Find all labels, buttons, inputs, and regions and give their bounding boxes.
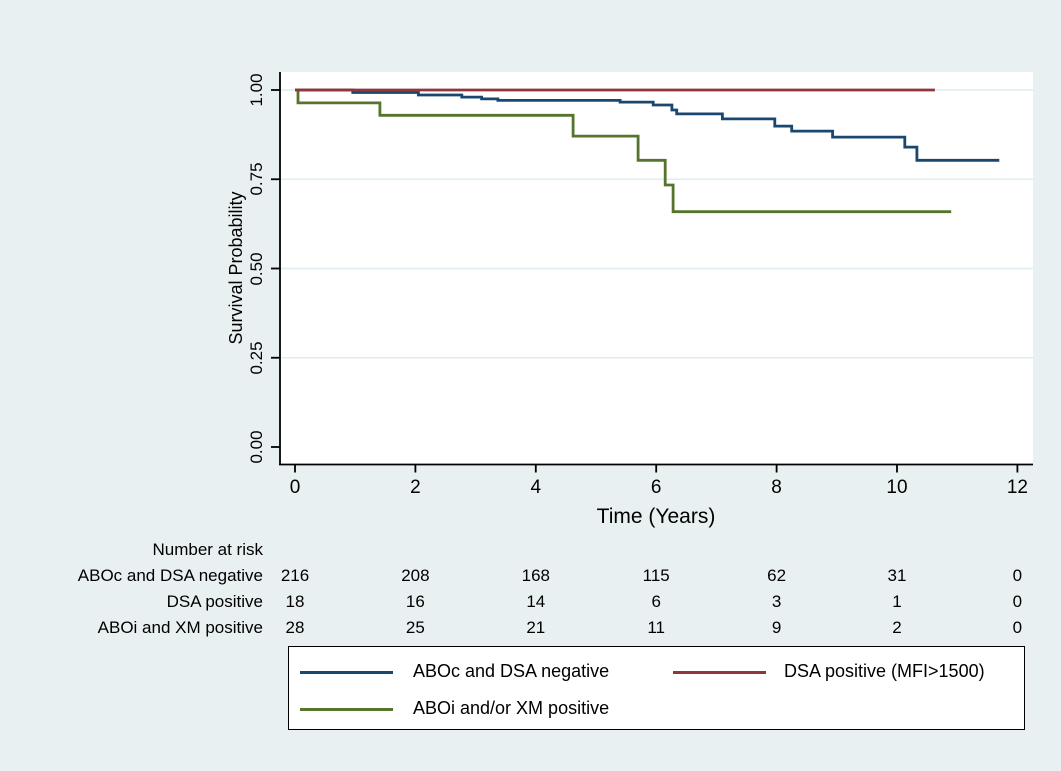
x-tick-label: 6 (650, 477, 662, 498)
risk-count: 9 (771, 618, 782, 637)
risk-row-label: DSA positive (166, 592, 263, 611)
risk-count: 28 (285, 618, 305, 637)
survival-curve-2 (295, 88, 952, 214)
y-tick-label: 0.75 (247, 162, 266, 196)
x-tick-label: 10 (886, 477, 908, 498)
legend-label-aboc-dsa-negative: ABOc and DSA negative (413, 661, 610, 681)
y-tick-label: 0.00 (247, 430, 266, 464)
risk-count: 208 (401, 566, 430, 585)
risk-count: 2 (892, 618, 902, 637)
y-tick-label: 0.50 (247, 251, 266, 286)
risk-count: 1 (892, 592, 902, 611)
risk-count: 0 (1012, 566, 1023, 585)
risk-count: 168 (521, 566, 550, 585)
x-tick-label: 12 (1006, 477, 1028, 498)
legend-line-sample-maroon (673, 671, 766, 674)
survival-curve-0 (295, 88, 1000, 162)
legend-label-dsa-positive: DSA positive (MFI>1500) (784, 661, 985, 681)
risk-row-label: ABOc and DSA negative (77, 566, 263, 585)
risk-count: 216 (280, 566, 310, 585)
legend-line-sample-navy (300, 671, 393, 674)
risk-count: 16 (405, 592, 425, 611)
risk-count: 18 (285, 592, 305, 611)
risk-count: 25 (405, 618, 425, 637)
risk-count: 115 (642, 566, 670, 585)
risk-count: 3 (771, 592, 782, 611)
legend-label-aboi-xm-positive: ABOi and/or XM positive (413, 698, 610, 718)
risk-count: 0 (1012, 618, 1023, 637)
legend: ABOc and DSA negative DSA positive (MFI>… (288, 646, 1025, 730)
y-tick-label: 1.00 (247, 73, 266, 107)
y-axis-title: Survival Probability (225, 191, 246, 345)
risk-count: 14 (526, 592, 546, 611)
risk-count: 0 (1012, 592, 1023, 611)
x-tick-label: 2 (410, 477, 421, 498)
risk-table-title: Number at risk (152, 540, 263, 559)
x-tick-label: 0 (289, 477, 301, 498)
x-tick-label: 8 (771, 477, 782, 498)
x-axis-title: Time (Years) (596, 505, 716, 528)
risk-count: 62 (767, 566, 787, 585)
legend-line-sample-olive (300, 708, 393, 711)
risk-count: 31 (887, 566, 907, 585)
risk-count: 21 (526, 618, 546, 637)
risk-row-label: ABOi and XM positive (97, 618, 263, 637)
risk-count: 6 (651, 592, 661, 611)
risk-count: 11 (647, 618, 666, 637)
x-tick-label: 4 (530, 477, 542, 498)
y-tick-label: 0.25 (247, 341, 266, 375)
